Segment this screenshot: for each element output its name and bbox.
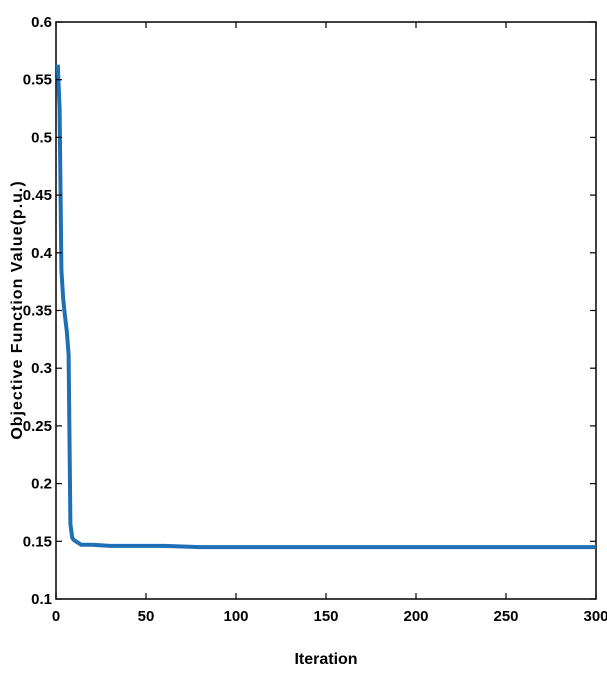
y-tick-label: 0.5 bbox=[31, 129, 52, 146]
x-tick-label: 50 bbox=[138, 608, 155, 625]
y-tick-label: 0.25 bbox=[23, 418, 52, 435]
y-tick-label: 0.35 bbox=[23, 303, 52, 320]
x-axis-ticks: 0 50 100 150 200 250 300 bbox=[52, 22, 607, 625]
y-tick-label: 0.6 bbox=[31, 14, 52, 31]
y-tick-label: 0.4 bbox=[31, 245, 53, 262]
x-tick-label: 250 bbox=[493, 608, 518, 625]
x-axis-title: Iteration bbox=[294, 651, 357, 668]
plot-frame bbox=[55, 21, 597, 600]
y-tick-label: 0.55 bbox=[23, 72, 52, 89]
y-axis-ticks: 0.1 0.15 0.2 0.25 0.3 0.35 0.4 0.45 0.5 0.55 0.6 bbox=[23, 14, 596, 608]
x-tick-label: 300 bbox=[583, 608, 607, 625]
y-axis-title: Objective Function Value(p.u.) bbox=[9, 180, 26, 439]
x-tick-label: 100 bbox=[223, 608, 248, 625]
y-tick-label: 0.15 bbox=[23, 533, 52, 550]
series-line-0 bbox=[55, 64, 596, 550]
x-tick-label: 150 bbox=[313, 608, 338, 625]
x-tick-label: 200 bbox=[403, 608, 428, 625]
y-tick-label: 0.2 bbox=[31, 476, 52, 493]
plot-area bbox=[55, 21, 597, 600]
series-layer bbox=[55, 64, 596, 550]
y-tick-label: 0.1 bbox=[31, 591, 52, 608]
x-tick-label: 0 bbox=[52, 608, 60, 625]
y-tick-label: 0.45 bbox=[23, 187, 52, 204]
y-tick-label: 0.3 bbox=[31, 360, 52, 377]
